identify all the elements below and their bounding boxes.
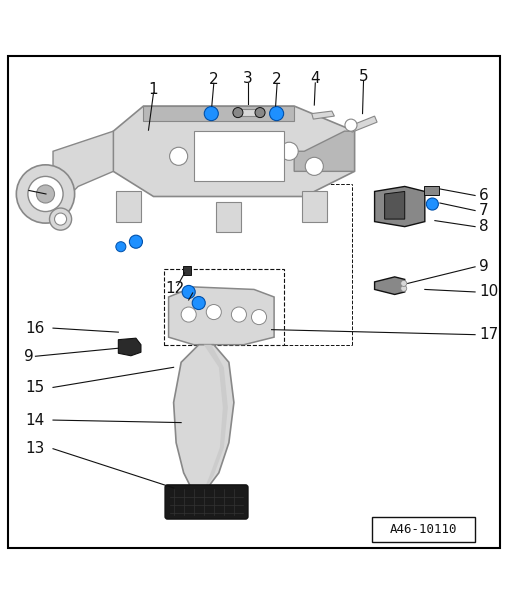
Polygon shape [169, 488, 244, 516]
Circle shape [280, 142, 298, 160]
Polygon shape [374, 277, 405, 295]
Circle shape [130, 235, 142, 248]
Text: 12: 12 [165, 281, 184, 296]
Text: 3: 3 [243, 71, 253, 86]
Text: 10: 10 [479, 284, 498, 300]
FancyBboxPatch shape [165, 485, 248, 519]
Text: 16: 16 [26, 321, 45, 336]
Text: 4: 4 [310, 71, 320, 86]
FancyBboxPatch shape [372, 516, 475, 542]
Polygon shape [350, 116, 377, 132]
Bar [116, 191, 141, 222]
Circle shape [345, 119, 357, 131]
Text: 2: 2 [272, 72, 282, 87]
Text: 1: 1 [149, 82, 158, 97]
Text: A46-10110: A46-10110 [390, 522, 458, 536]
Text: 9: 9 [479, 259, 489, 274]
Polygon shape [169, 287, 274, 345]
Text: 11: 11 [177, 296, 196, 311]
Polygon shape [312, 111, 334, 119]
Bar [239, 109, 259, 116]
Polygon shape [53, 131, 113, 211]
Polygon shape [374, 187, 425, 226]
Text: 2: 2 [209, 72, 218, 87]
Circle shape [192, 297, 205, 309]
Circle shape [210, 132, 228, 150]
Text: 8: 8 [479, 219, 489, 234]
Polygon shape [174, 345, 234, 493]
Circle shape [170, 147, 187, 165]
Bar [164, 269, 284, 345]
Bar [216, 202, 241, 232]
Circle shape [245, 132, 263, 150]
Circle shape [204, 106, 218, 121]
Polygon shape [385, 191, 405, 219]
Circle shape [401, 280, 407, 286]
Circle shape [401, 286, 407, 292]
Circle shape [54, 213, 67, 225]
Circle shape [305, 157, 323, 175]
Polygon shape [183, 266, 191, 275]
Circle shape [28, 176, 63, 211]
Text: 13: 13 [26, 441, 45, 456]
Text: 7: 7 [479, 203, 489, 218]
Text: 15: 15 [26, 380, 45, 395]
Text: 17: 17 [479, 327, 498, 342]
Polygon shape [294, 131, 355, 172]
Circle shape [233, 108, 243, 118]
Text: 9: 9 [24, 349, 34, 364]
Circle shape [426, 198, 438, 210]
Circle shape [116, 242, 126, 252]
Circle shape [16, 165, 75, 223]
Polygon shape [113, 106, 355, 196]
Text: 14: 14 [26, 413, 45, 428]
Circle shape [49, 208, 72, 230]
Circle shape [37, 185, 54, 203]
Polygon shape [204, 345, 228, 488]
Polygon shape [143, 106, 294, 121]
Circle shape [206, 304, 221, 320]
Polygon shape [118, 338, 141, 356]
Circle shape [270, 106, 283, 121]
Text: 5: 5 [359, 69, 368, 85]
Circle shape [251, 309, 267, 324]
Text: 6: 6 [479, 188, 489, 203]
Text: 18: 18 [15, 184, 33, 198]
Bar [424, 187, 439, 196]
Bar [194, 131, 284, 181]
Circle shape [231, 307, 246, 322]
Circle shape [181, 307, 196, 322]
Circle shape [182, 286, 195, 298]
Bar [302, 191, 327, 222]
Circle shape [255, 108, 265, 118]
